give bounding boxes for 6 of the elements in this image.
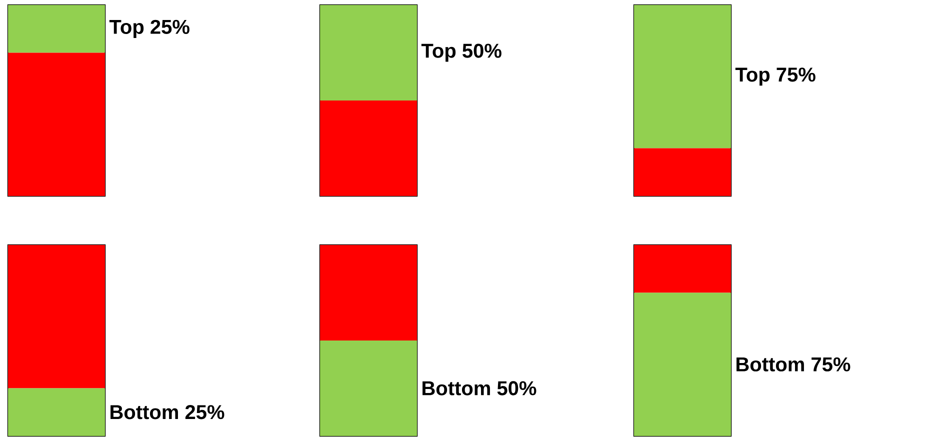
text: Top 75% [735, 68, 816, 86]
text: Bottom 25% [110, 405, 224, 420]
text: Top 25% [109, 20, 190, 38]
text: Top 50% [421, 44, 502, 62]
text: Bottom 50% [422, 381, 536, 396]
text: Bottom 75% [736, 357, 850, 372]
